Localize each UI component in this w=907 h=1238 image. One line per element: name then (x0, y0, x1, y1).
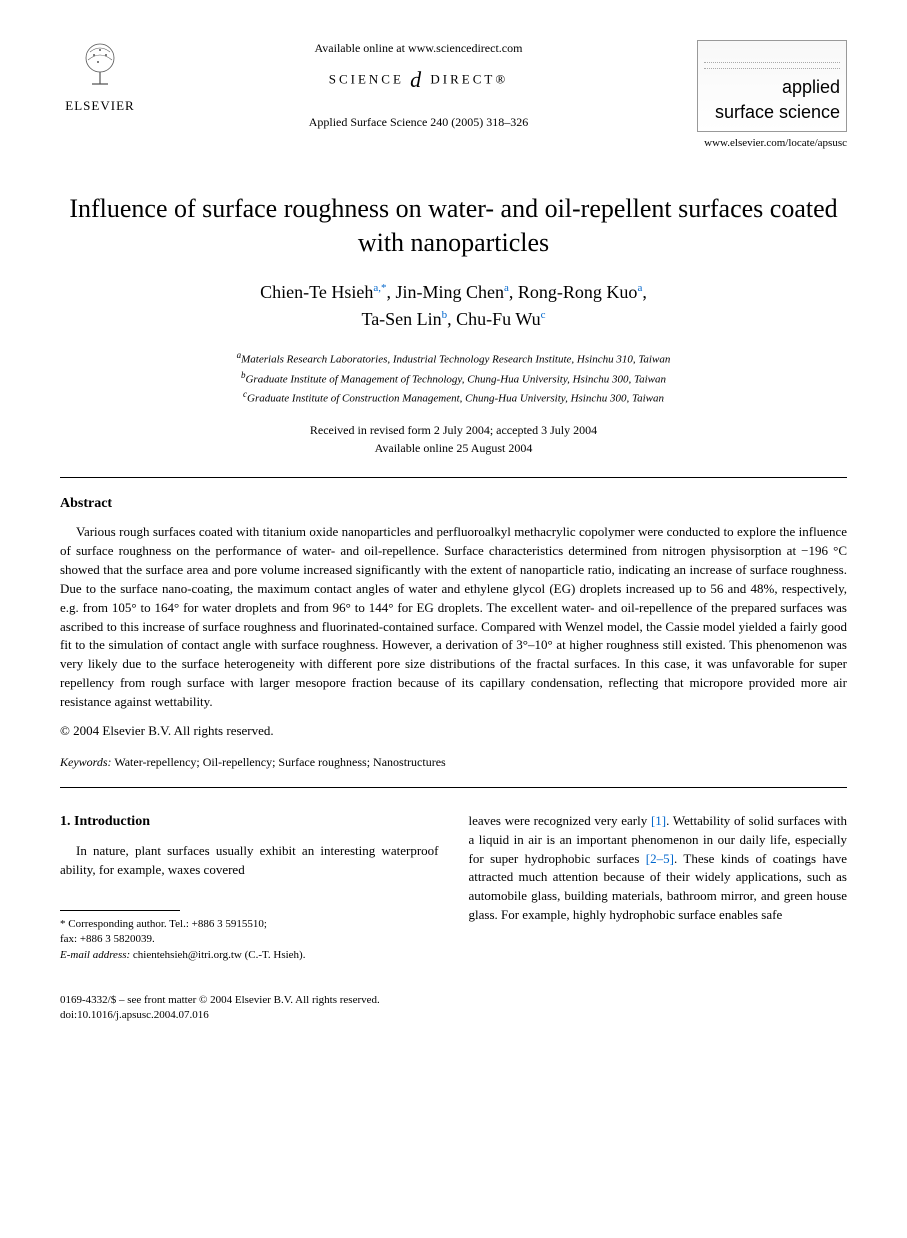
online-date: Available online 25 August 2004 (375, 441, 533, 455)
journal-reference: Applied Surface Science 240 (2005) 318–3… (160, 114, 677, 131)
elsevier-tree-icon (60, 40, 140, 97)
article-title: Influence of surface roughness on water-… (60, 192, 847, 260)
author-4: Ta-Sen Lin (361, 309, 441, 329)
corr-fax: fax: +886 3 5820039. (60, 932, 439, 947)
ref-1[interactable]: [1] (651, 813, 666, 828)
affiliations: aMaterials Research Laboratories, Indust… (60, 349, 847, 406)
author-1: Chien-Te Hsieh (260, 282, 373, 302)
author-3-sup: a (637, 282, 642, 294)
author-5: , Chu-Fu Wu (447, 309, 540, 329)
footer-front-matter: 0169-4332/$ – see front matter © 2004 El… (60, 993, 847, 1008)
ref-2-5[interactable]: [2–5] (646, 851, 674, 866)
corresponding-footnote: * Corresponding author. Tel.: +886 3 591… (60, 917, 439, 963)
keywords-text: Water-repellency; Oil-repellency; Surfac… (114, 755, 445, 769)
email-label: E-mail address: (60, 949, 130, 961)
elsevier-name: ELSEVIER (60, 97, 140, 115)
author-2: , Jin-Ming Chen (387, 282, 505, 302)
left-column: 1. Introduction In nature, plant surface… (60, 812, 439, 963)
available-online: Available online at www.sciencedirect.co… (160, 40, 677, 57)
authors: Chien-Te Hsieha,*, Jin-Ming Chen a, Rong-… (60, 279, 847, 333)
footer-doi: doi:10.1016/j.apsusc.2004.07.016 (60, 1008, 847, 1023)
intro-heading: 1. Introduction (60, 812, 439, 832)
abstract-text: Various rough surfaces coated with titan… (60, 523, 847, 711)
footnote-separator (60, 910, 180, 911)
science-text: SCIENCE (329, 71, 404, 86)
right-column: leaves were recognized very early [1]. W… (469, 812, 848, 963)
journal-url: www.elsevier.com/locate/apsusc (697, 136, 847, 151)
keywords: Keywords: Water-repellency; Oil-repellen… (60, 754, 847, 771)
journal-decoration (704, 47, 840, 63)
journal-box-wrapper: applied surface science www.elsevier.com… (697, 40, 847, 152)
affiliation-a: Materials Research Laboratories, Industr… (241, 354, 670, 366)
journal-name: surface science (704, 100, 840, 125)
center-header: Available online at www.sciencedirect.co… (140, 40, 697, 130)
corr-email: E-mail address: chientehsieh@itri.org.tw… (60, 948, 439, 963)
corr-author: * Corresponding author. Tel.: +886 3 591… (60, 917, 439, 932)
sd-d-icon: d (410, 67, 424, 92)
journal-applied: applied (704, 75, 840, 100)
abstract-heading: Abstract (60, 494, 847, 514)
author-3: , Rong-Rong Kuo (509, 282, 638, 302)
journal-box: applied surface science (697, 40, 847, 132)
elsevier-logo: ELSEVIER (60, 40, 140, 115)
author-1-sup: a,* (373, 282, 386, 294)
affiliation-b: Graduate Institute of Management of Tech… (245, 373, 666, 385)
keywords-label: Keywords: (60, 755, 112, 769)
copyright: © 2004 Elsevier B.V. All rights reserved… (60, 722, 847, 740)
direct-text: DIRECT (430, 71, 495, 86)
intro-p1: In nature, plant surfaces usually exhibi… (60, 842, 439, 880)
affiliation-c: Graduate Institute of Construction Manag… (247, 392, 664, 404)
intro-p2: leaves were recognized very early [1]. W… (469, 812, 848, 925)
journal-decoration-2 (704, 65, 840, 69)
email-address: chientehsieh@itri.org.tw (C.-T. Hsieh). (133, 949, 306, 961)
footer: 0169-4332/$ – see front matter © 2004 El… (60, 993, 847, 1024)
header-row: ELSEVIER Available online at www.science… (60, 40, 847, 152)
sd-reg: ® (495, 71, 508, 86)
author-5-sup: c (541, 309, 546, 321)
intro-col2-a: leaves were recognized very early (469, 813, 651, 828)
dates: Received in revised form 2 July 2004; ac… (60, 421, 847, 457)
divider (60, 477, 847, 478)
divider-2 (60, 787, 847, 788)
science-direct-logo: SCIENCE d DIRECT® (160, 65, 677, 96)
received-date: Received in revised form 2 July 2004; ac… (310, 423, 597, 437)
two-column-body: 1. Introduction In nature, plant surface… (60, 812, 847, 963)
